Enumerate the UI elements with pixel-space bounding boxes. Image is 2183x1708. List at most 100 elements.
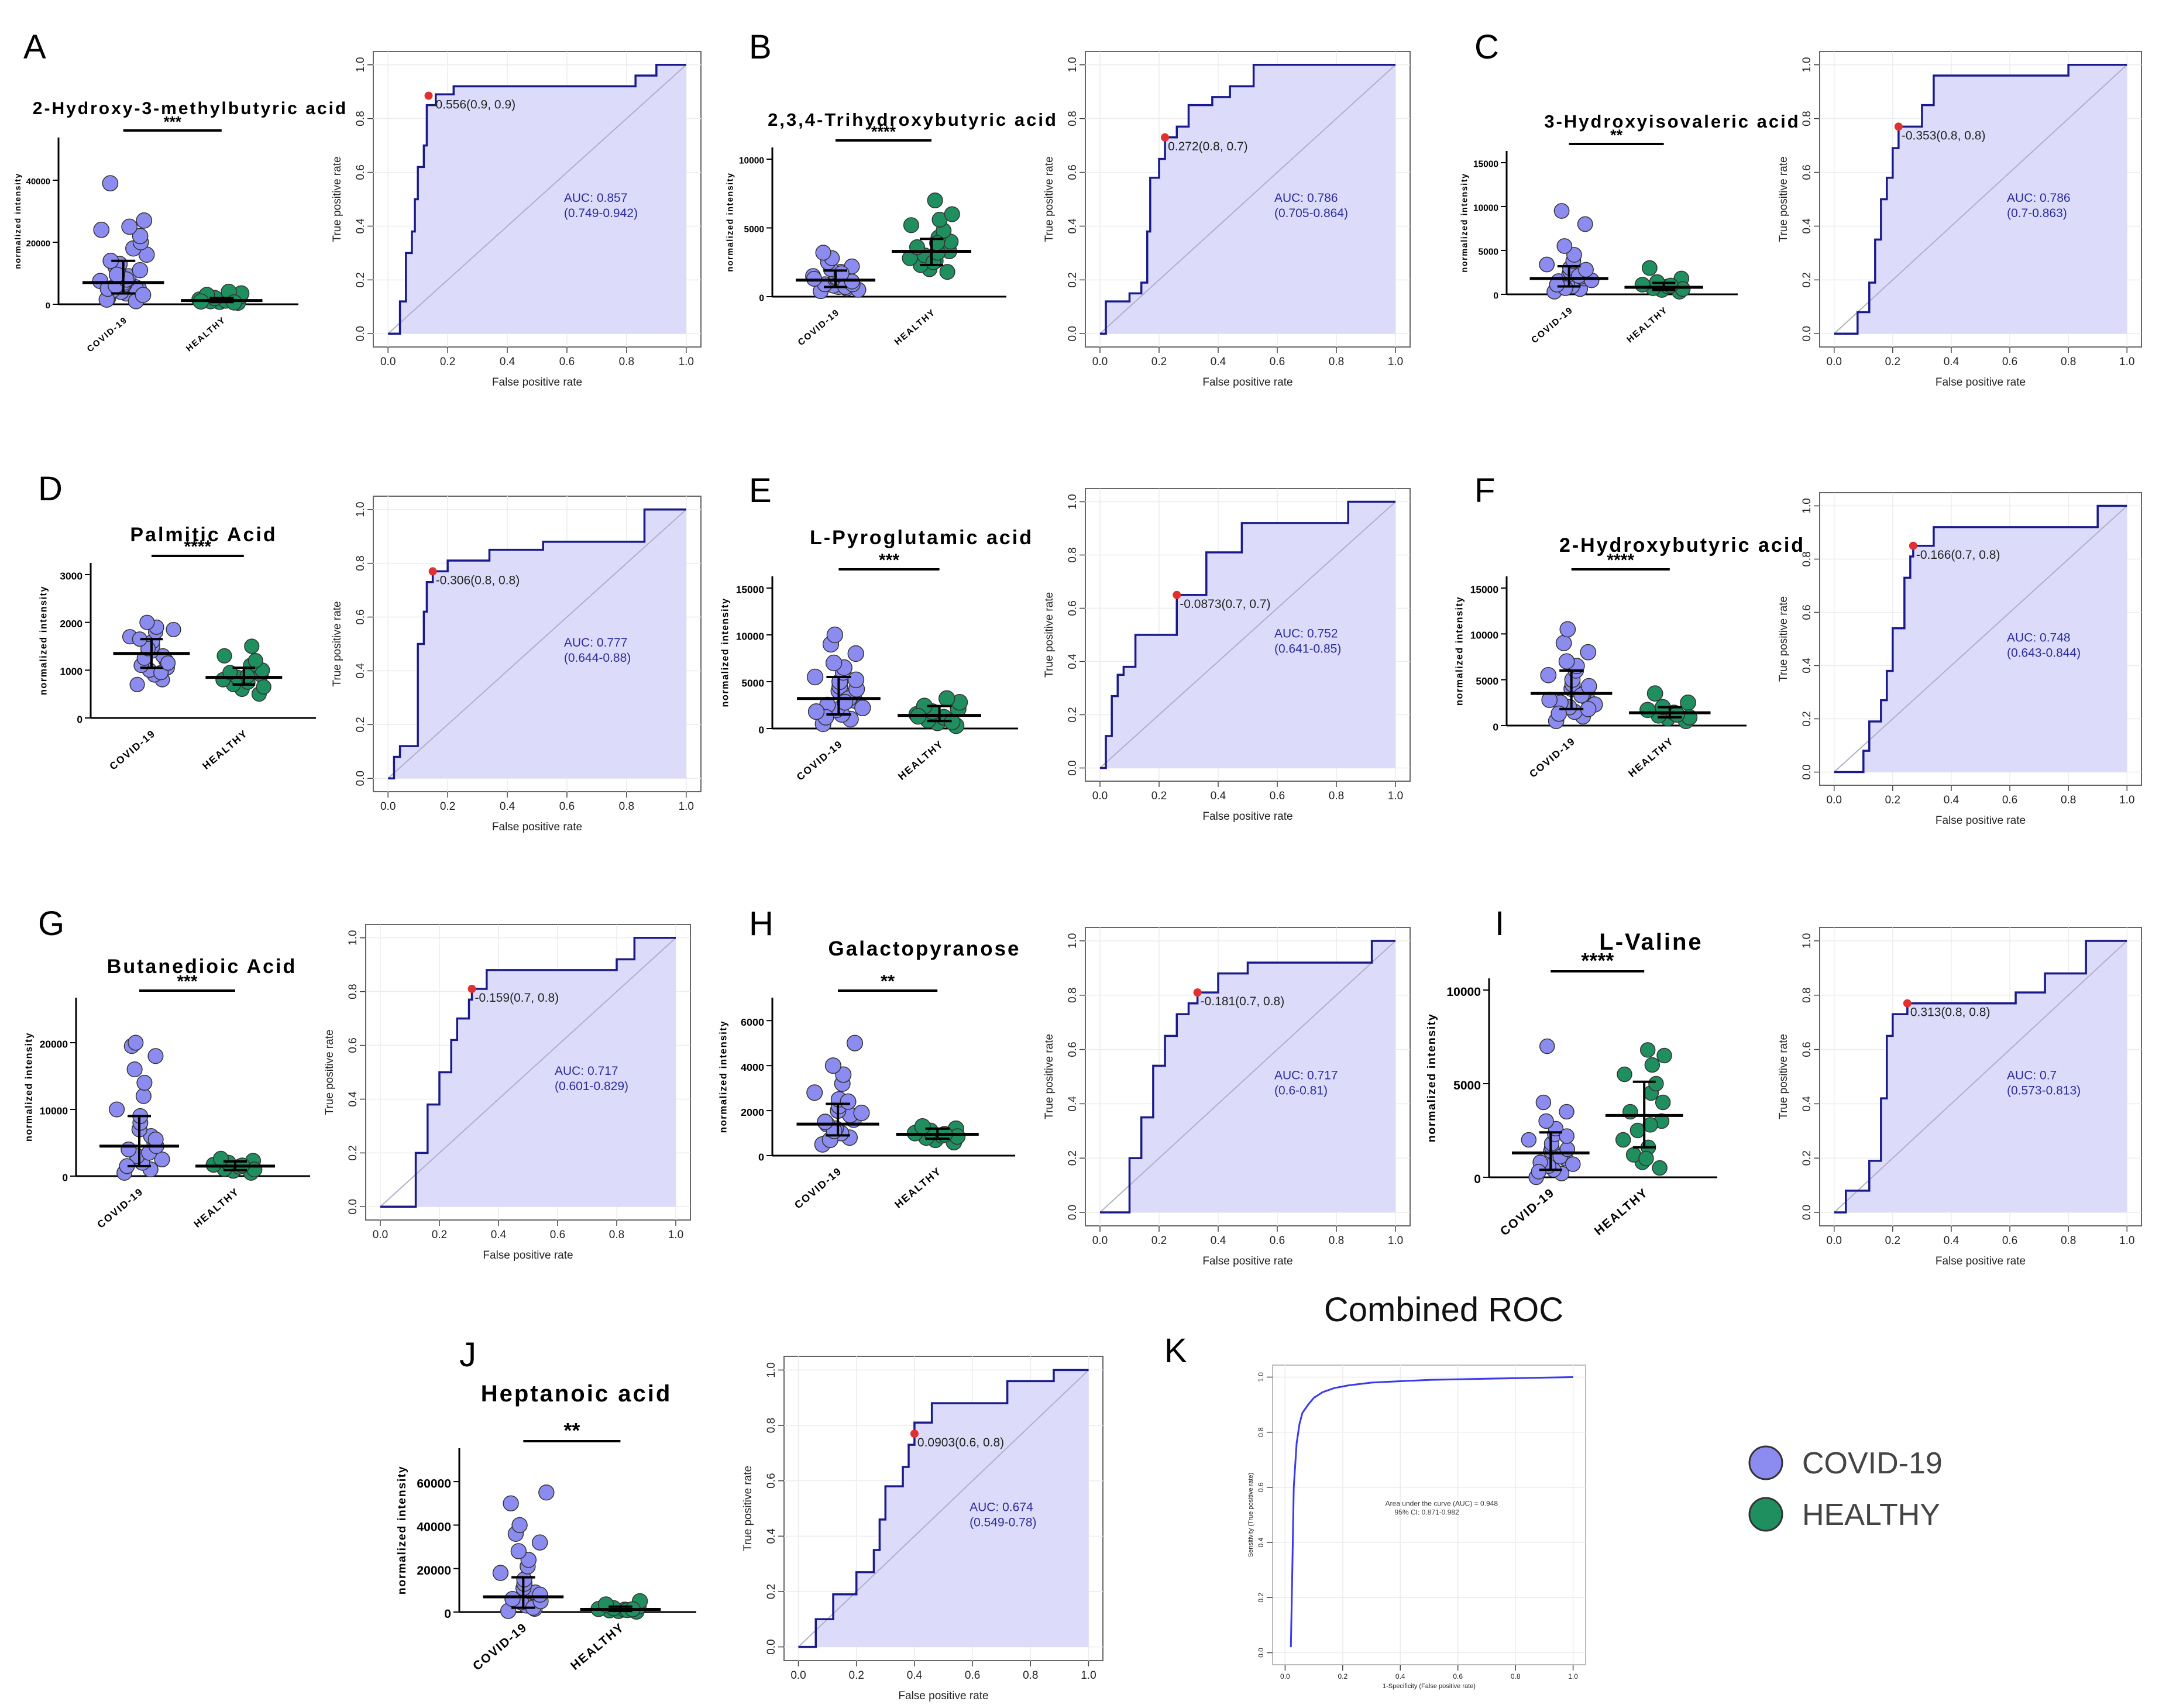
y-tick-label: 1.0 xyxy=(355,57,367,73)
ci-label: (0.641-0.85) xyxy=(1274,642,1341,656)
auc-label: AUC: 0.7 xyxy=(2007,1069,2057,1082)
plot-title: Heptanoic acid xyxy=(481,1381,672,1407)
x-axis-label: False positive rate xyxy=(492,821,582,833)
y-tick-label: 0.8 xyxy=(1801,551,1813,566)
x-tick-label: 0.0 xyxy=(1280,1672,1290,1680)
x-tick-label: 0.6 xyxy=(559,356,575,368)
covid-point xyxy=(139,614,155,630)
y-tick-label: 0.4 xyxy=(347,1091,359,1107)
y-tick-label: 1.0 xyxy=(1801,933,1813,948)
roc-curve xyxy=(380,936,676,1208)
healthy-point xyxy=(216,648,232,664)
healthy-point xyxy=(1634,277,1651,293)
covid-point xyxy=(1565,1156,1581,1172)
covid-point xyxy=(503,1495,519,1511)
y-axis-label: True positive rate xyxy=(331,601,343,686)
y-axis-label: normalized intensity xyxy=(396,1466,408,1595)
x-tick-label: 0.2 xyxy=(440,800,455,813)
covid-point xyxy=(129,676,145,692)
scatter-panel-g: G Butanedioic Acid 0 10000 20000 normalized i… xyxy=(23,905,310,1231)
healthy-point xyxy=(212,1150,229,1167)
y-tick-label: 0.0 xyxy=(355,326,367,341)
x-tick-label: 0.8 xyxy=(1023,1669,1038,1682)
x-tick-label: 0.6 xyxy=(2002,1235,2017,1247)
y-tick-label: 1.0 xyxy=(347,930,359,946)
y-tick-label: 15000 xyxy=(1470,583,1498,595)
plot-title: Galactopyranose xyxy=(828,937,1021,960)
x-tick-label: 0.6 xyxy=(1270,356,1285,368)
y-tick-label: 0.6 xyxy=(1067,600,1079,616)
covid-point xyxy=(826,626,844,644)
y-tick-label: 0.6 xyxy=(1801,164,1813,180)
x-tick-label: 0.4 xyxy=(1211,790,1226,802)
y-axis-label: True positive rate xyxy=(1043,1034,1056,1119)
x-tick-label: 0.8 xyxy=(1329,790,1344,802)
x-tick-label: 0.4 xyxy=(1211,1235,1226,1247)
y-tick-label: 0.0 xyxy=(355,771,367,786)
panel-letter: A xyxy=(23,28,46,66)
y-tick-label: 0.2 xyxy=(1067,272,1079,287)
auc-label: AUC: 0.717 xyxy=(1274,1069,1338,1082)
y-tick-label: 0.0 xyxy=(1801,326,1813,341)
y-tick-label: 0.2 xyxy=(1257,1593,1265,1603)
y-tick-label: 0.2 xyxy=(1801,711,1813,726)
y-tick-label: 0 xyxy=(758,724,764,736)
x-tick-label: 1.0 xyxy=(2119,356,2134,368)
auc-label: AUC: 0.786 xyxy=(1274,191,1338,205)
covid-point xyxy=(825,654,843,672)
y-tick-label: 0.0 xyxy=(1801,1205,1813,1220)
panel-letter: F xyxy=(1474,472,1495,510)
diagonal-line xyxy=(1099,501,1396,769)
y-tick-label: 0 xyxy=(1474,1173,1481,1186)
y-axis-label: True positive rate xyxy=(1043,592,1056,678)
x-tick-label: 0.2 xyxy=(1885,794,1900,806)
cutoff-point xyxy=(1193,988,1202,997)
diagonal-line xyxy=(1834,505,2127,773)
cutoff-point xyxy=(1161,133,1170,142)
panel-letter: J xyxy=(459,1336,476,1374)
covid-point xyxy=(854,699,871,716)
x-tick-label: 0.0 xyxy=(380,356,396,368)
healthy-point xyxy=(914,1118,931,1135)
scatter-panel-c: C 3-Hydroxyisovaleric acid 0 5000 10000 15000… xyxy=(1460,28,1799,345)
x-tick-label: 0.2 xyxy=(1885,1235,1900,1247)
healthy-point xyxy=(1680,694,1696,711)
y-tick-label: 0.8 xyxy=(355,111,367,126)
covid-point xyxy=(846,1035,864,1051)
x-tick-label: 0.8 xyxy=(2061,794,2076,806)
diagonal-line xyxy=(380,937,676,1208)
y-tick-label: 0.2 xyxy=(1067,707,1079,722)
ci-label: (0.749-0.942) xyxy=(564,207,638,220)
healthy-point xyxy=(256,679,271,695)
x-tick-label: 0.2 xyxy=(1151,790,1167,802)
plot-title: 2-Hydroxy-3-methylbutyric acid xyxy=(33,99,348,118)
covid-point xyxy=(817,1114,834,1130)
x-tick-label: 0.6 xyxy=(1453,1672,1463,1680)
y-tick-label: 0.6 xyxy=(1067,1042,1079,1057)
y-tick-label: 0 xyxy=(759,294,764,304)
panel-letter: E xyxy=(749,472,772,510)
auc-label: AUC: 0.777 xyxy=(564,636,628,649)
x-tick-label: 0.8 xyxy=(619,800,634,813)
x-tick-label: 0.4 xyxy=(1944,1235,1959,1247)
covid-point xyxy=(1558,653,1575,670)
healthy-point xyxy=(1639,702,1656,719)
legend-healthy-marker xyxy=(1748,1497,1783,1532)
y-axis-label: normalized intensity xyxy=(718,1020,729,1133)
x-tick-label: 0.6 xyxy=(559,800,575,813)
covid-point xyxy=(166,621,181,637)
x-tick-label: 0.6 xyxy=(1270,790,1285,802)
x-tick-label: 0.0 xyxy=(1827,356,1842,368)
auc-label: Area under the curve (AUC) = 0.948 xyxy=(1386,1500,1498,1508)
covid-point xyxy=(510,1543,527,1559)
healthy-point xyxy=(1639,1042,1656,1058)
covid-point xyxy=(1559,621,1576,638)
cutoff-point xyxy=(910,1429,919,1438)
x-tick-label: 0.2 xyxy=(432,1229,447,1241)
x-tick-label: 0.0 xyxy=(1092,1235,1108,1247)
y-tick-label: 10000 xyxy=(40,1105,68,1116)
y-tick-label: 0.0 xyxy=(765,1639,778,1654)
x-tick-label: 0.2 xyxy=(1151,356,1167,368)
auc-label: AUC: 0.717 xyxy=(555,1064,618,1078)
x-tick-label: 0.0 xyxy=(1827,794,1842,806)
